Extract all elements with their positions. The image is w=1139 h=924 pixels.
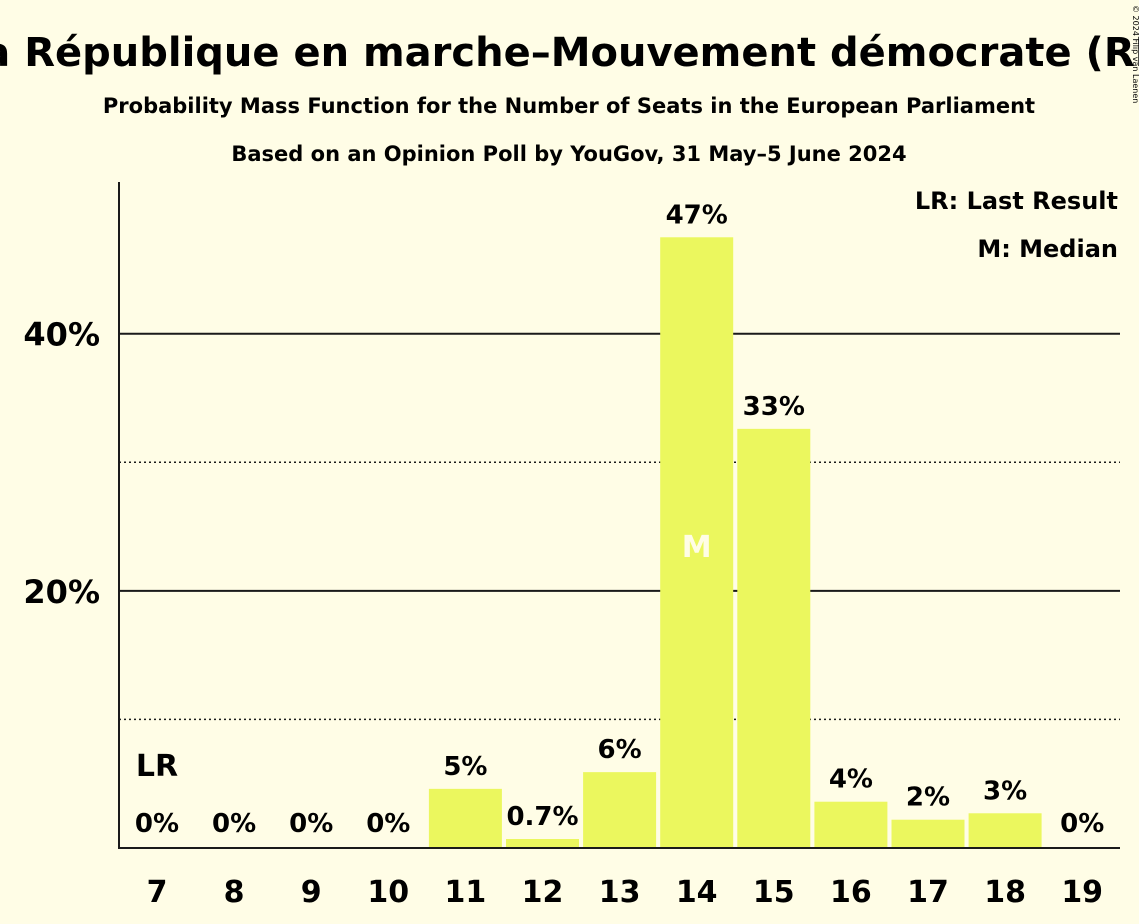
bar (428, 788, 502, 848)
x-tick-label: 16 (830, 875, 872, 910)
bar (814, 801, 888, 848)
bar (968, 813, 1042, 848)
x-tick-label: 12 (522, 875, 564, 910)
y-tick-label: 20% (23, 573, 100, 611)
bar-value-label: 0% (289, 809, 333, 839)
gridlines (119, 332, 1120, 721)
bar-value-label: 33% (743, 392, 805, 422)
bar-value-label: 47% (666, 200, 728, 230)
legend-median: M: Median (977, 235, 1118, 263)
x-tick-label: 14 (676, 875, 718, 910)
bar-value-label: 5% (443, 752, 487, 782)
bars (428, 237, 1042, 849)
x-tick-label: 8 (224, 875, 245, 910)
chart-title: La République en marche–Mouvement démocr… (0, 30, 1139, 76)
y-tick-label: 40% (23, 316, 100, 354)
x-tick-label: 15 (753, 875, 795, 910)
x-tick-label: 19 (1061, 875, 1103, 910)
bar-value-label: 6% (598, 735, 642, 765)
bar-value-label: 0% (212, 809, 256, 839)
y-axis-ticks: 20% 40% (23, 316, 100, 611)
bar-labels: 0% LR 0% 0% 0% 5% 0.7% 6% 47% M 33% 4% 2% 3% 0% (135, 200, 1104, 839)
bar-value-label: 2% (906, 783, 950, 813)
bar-value-label: 0% (366, 809, 410, 839)
bar (660, 237, 734, 849)
x-tick-label: 9 (301, 875, 322, 910)
median-marker: M (682, 530, 712, 565)
x-tick-label: 10 (367, 875, 409, 910)
x-tick-label: 13 (599, 875, 641, 910)
bar (506, 839, 579, 848)
bar (583, 772, 657, 848)
bar-value-label: 0% (135, 809, 179, 839)
x-tick-label: 7 (147, 875, 168, 910)
bar-value-label: 4% (829, 765, 873, 795)
bar (737, 428, 811, 848)
x-tick-label: 17 (907, 875, 949, 910)
bar-value-label: 0.7% (506, 802, 578, 832)
chart-source: Based on an Opinion Poll by YouGov, 31 M… (231, 142, 906, 166)
x-tick-label: 11 (445, 875, 487, 910)
legend-last-result: LR: Last Result (915, 187, 1118, 215)
x-axis-ticks: 7 8 9 10 11 12 13 14 15 16 17 18 19 (147, 875, 1104, 910)
bar (891, 819, 965, 848)
bar-value-label: 0% (1060, 809, 1104, 839)
last-result-marker: LR (136, 749, 178, 784)
copyright-notice: © 2024 Filip van Laenen (1131, 5, 1139, 103)
chart-subtitle: Probability Mass Function for the Number… (103, 94, 1035, 118)
x-tick-label: 18 (984, 875, 1026, 910)
bar-value-label: 3% (983, 776, 1027, 806)
